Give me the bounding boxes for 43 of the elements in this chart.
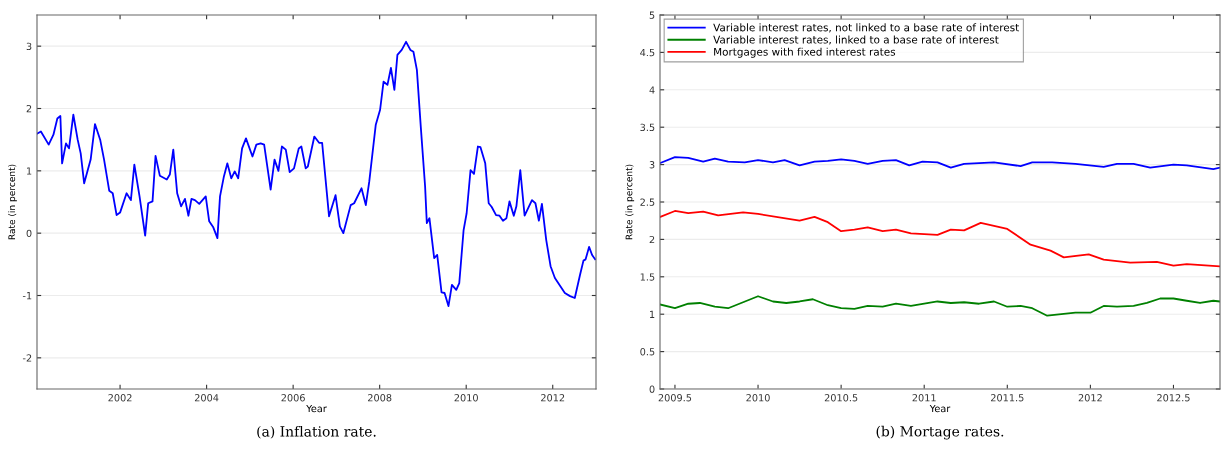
y-tick-label: 2 [649, 235, 655, 244]
line-series [660, 210, 1220, 268]
x-tick-label: 2002 [108, 394, 132, 402]
line-series [37, 40, 596, 308]
y-tick-label: -1 [22, 292, 32, 300]
text: (b) Mortage rates. [876, 425, 1004, 440]
y-tick-label: -2 [22, 354, 32, 362]
x-tick-label: 2010 [746, 394, 770, 402]
x-tick-label: 2012.5 [1157, 394, 1190, 402]
y-axis-title: Rate (in percent) [8, 164, 17, 240]
x-tick-label: 2004 [194, 394, 219, 402]
y-tick-label: 3.5 [640, 123, 655, 132]
x-tick-label: 2006 [281, 394, 305, 402]
legend-label: Mortgages with fixed interest rates [714, 47, 896, 58]
x-tick-label: 2010 [454, 394, 478, 402]
y-tick-label: 1.5 [640, 273, 655, 281]
y-tick-label: 4.5 [640, 49, 655, 57]
x-tick-label: 2009.5 [658, 394, 692, 402]
y-tick-label: 2 [26, 104, 32, 113]
y-tick-label: 0 [649, 385, 655, 393]
y-tick-label: 1 [27, 167, 32, 175]
y-tick-label: 3 [649, 161, 655, 169]
y-tick-label: 0 [26, 229, 32, 237]
y-tick-label: 0.5 [640, 348, 655, 356]
x-tick-label: 2011.5 [991, 394, 1024, 402]
x-tick-label: 2010.5 [824, 394, 858, 402]
text: (a) Inflation rate. [257, 425, 376, 439]
x-tick-label: 2011 [912, 394, 936, 402]
x-axis-title: Year [306, 404, 327, 413]
y-tick-label: 1 [650, 310, 655, 318]
legend-label: Variable interest rates, not linked to a base rate of interest [713, 23, 1019, 33]
y-tick-label: 4 [649, 86, 655, 94]
x-tick-label: 2008 [368, 394, 392, 402]
line-series [660, 295, 1220, 317]
y-tick-label: 3 [26, 42, 32, 50]
x-axis-title: Year [929, 404, 951, 413]
line-series [660, 156, 1220, 170]
y-axis-title: Rate (in percent) [625, 164, 635, 240]
x-tick-label: 2012 [1078, 394, 1102, 402]
x-tick-label: 2012 [541, 394, 565, 402]
legend-label: Variable interest rates, linked to a base rate of interest [713, 35, 999, 45]
y-tick-label: 5 [649, 11, 655, 19]
y-tick-label: 2.5 [640, 198, 655, 206]
